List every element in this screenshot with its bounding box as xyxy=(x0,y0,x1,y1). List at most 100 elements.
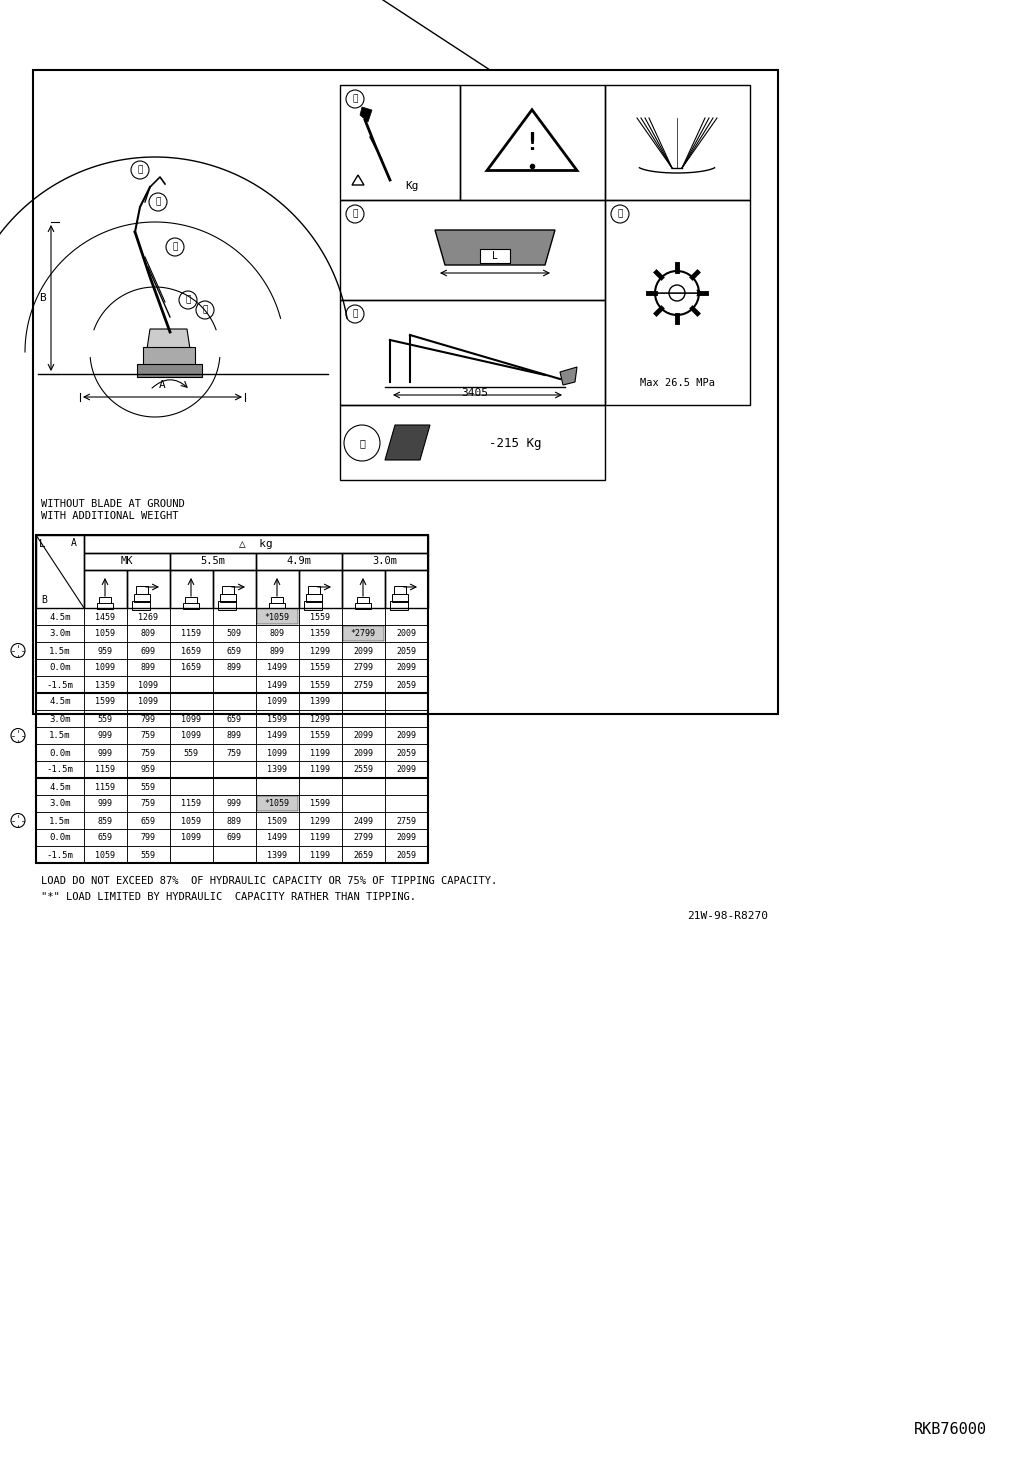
Text: 1159: 1159 xyxy=(181,800,201,808)
Text: 1509: 1509 xyxy=(267,816,287,826)
Bar xyxy=(127,778,170,795)
Text: ③: ③ xyxy=(352,310,358,319)
Polygon shape xyxy=(560,367,577,385)
Bar xyxy=(342,693,385,711)
Text: L: L xyxy=(492,251,498,262)
Bar xyxy=(480,249,510,263)
Bar xyxy=(299,795,342,811)
Bar xyxy=(134,594,149,602)
Text: 21W-98-R8270: 21W-98-R8270 xyxy=(687,911,768,921)
Bar xyxy=(304,601,322,610)
Text: 1659: 1659 xyxy=(181,646,201,655)
Bar xyxy=(256,642,299,659)
Bar xyxy=(342,727,385,744)
Bar xyxy=(342,711,385,727)
Bar xyxy=(299,711,342,727)
Text: 1499: 1499 xyxy=(267,664,287,673)
Bar xyxy=(385,659,428,675)
Text: 1299: 1299 xyxy=(310,646,330,655)
Circle shape xyxy=(196,301,214,319)
Text: 899: 899 xyxy=(140,664,156,673)
Text: ①: ① xyxy=(137,165,142,174)
Text: 2059: 2059 xyxy=(396,749,416,757)
Bar xyxy=(299,642,342,659)
Bar xyxy=(33,70,778,713)
Bar xyxy=(213,744,256,762)
Text: Kg: Kg xyxy=(405,181,419,192)
Bar xyxy=(256,711,299,727)
Text: LOAD DO NOT EXCEED 87%  OF HYDRAULIC CAPACITY OR 75% OF TIPPING CAPACITY.: LOAD DO NOT EXCEED 87% OF HYDRAULIC CAPA… xyxy=(41,876,497,886)
Text: -1.5m: -1.5m xyxy=(47,851,73,860)
Bar xyxy=(299,608,342,624)
Bar xyxy=(385,795,428,811)
Bar xyxy=(84,795,127,811)
Bar xyxy=(36,659,84,675)
Bar xyxy=(605,85,750,200)
Bar xyxy=(170,811,213,829)
Circle shape xyxy=(346,205,364,224)
Bar xyxy=(385,642,428,659)
Bar xyxy=(84,811,127,829)
Bar xyxy=(170,795,213,811)
Bar xyxy=(170,778,213,795)
Bar xyxy=(385,778,428,795)
Text: 759: 759 xyxy=(140,749,156,757)
Bar xyxy=(385,675,428,693)
Bar xyxy=(342,846,385,863)
Bar xyxy=(256,744,299,762)
Circle shape xyxy=(149,193,167,211)
Bar xyxy=(342,778,385,795)
Bar xyxy=(340,200,605,300)
Bar xyxy=(256,846,299,863)
Bar xyxy=(213,795,256,811)
Bar xyxy=(256,778,299,795)
Text: 4.5m: 4.5m xyxy=(49,697,71,706)
Text: 859: 859 xyxy=(98,816,113,826)
Text: 3.0m: 3.0m xyxy=(372,557,398,566)
Bar xyxy=(256,570,299,608)
Bar xyxy=(127,693,170,711)
Bar xyxy=(84,570,127,608)
Text: 5.5m: 5.5m xyxy=(200,557,226,566)
Bar xyxy=(170,624,213,642)
Text: 1199: 1199 xyxy=(310,833,330,842)
Bar xyxy=(84,778,127,795)
Text: 2099: 2099 xyxy=(353,731,373,740)
Bar xyxy=(213,727,256,744)
Text: 1599: 1599 xyxy=(95,697,115,706)
Text: △  kg: △ kg xyxy=(239,539,273,550)
Bar xyxy=(257,610,298,624)
Text: 999: 999 xyxy=(227,800,241,808)
Bar xyxy=(385,811,428,829)
Bar xyxy=(390,601,408,610)
Bar xyxy=(342,553,428,570)
Bar xyxy=(170,711,213,727)
Bar xyxy=(127,624,170,642)
Text: 1059: 1059 xyxy=(95,630,115,639)
Text: 999: 999 xyxy=(98,749,113,757)
Bar xyxy=(213,778,256,795)
Text: ②: ② xyxy=(352,209,358,218)
Text: 1359: 1359 xyxy=(310,630,330,639)
Text: 3.0m: 3.0m xyxy=(49,630,71,639)
Bar xyxy=(36,535,84,608)
Bar xyxy=(36,846,84,863)
Bar xyxy=(84,535,428,553)
Bar xyxy=(385,744,428,762)
Text: 1099: 1099 xyxy=(181,731,201,740)
Bar xyxy=(36,675,84,693)
Text: 1159: 1159 xyxy=(95,782,115,791)
Text: 1399: 1399 xyxy=(267,766,287,775)
Bar xyxy=(127,811,170,829)
Text: 759: 759 xyxy=(227,749,241,757)
Text: 1269: 1269 xyxy=(138,613,158,621)
Text: 1159: 1159 xyxy=(181,630,201,639)
Text: 1599: 1599 xyxy=(267,715,287,724)
Text: 659: 659 xyxy=(227,646,241,655)
Bar xyxy=(99,596,111,602)
Bar xyxy=(127,675,170,693)
Bar xyxy=(127,642,170,659)
Bar xyxy=(256,675,299,693)
Bar xyxy=(143,346,195,366)
Bar xyxy=(385,762,428,778)
